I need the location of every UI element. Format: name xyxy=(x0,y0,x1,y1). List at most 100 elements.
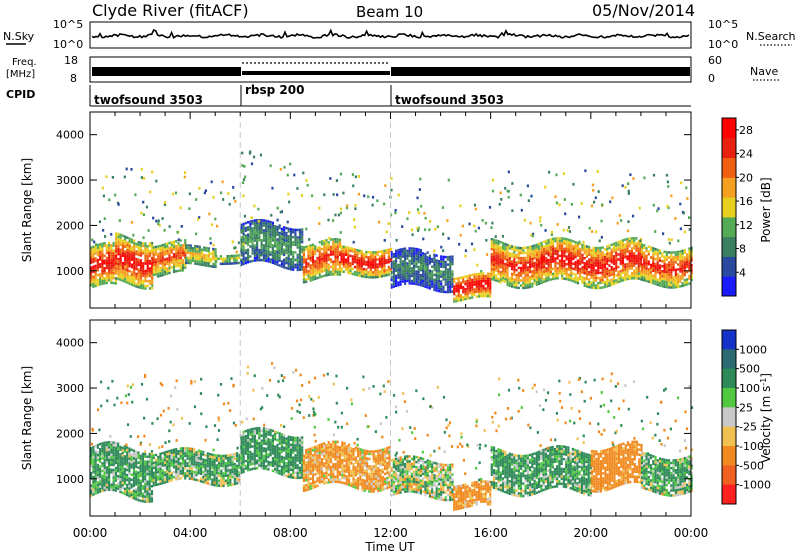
range-cell xyxy=(515,276,518,279)
range-cell xyxy=(172,466,176,469)
range-cell xyxy=(380,270,384,273)
range-cell xyxy=(305,179,308,182)
range-cell xyxy=(631,214,635,218)
range-cell xyxy=(128,457,131,460)
range-cell xyxy=(151,276,154,280)
range-cell xyxy=(314,250,317,253)
range-cell xyxy=(490,257,493,261)
range-cell xyxy=(283,228,286,232)
range-cell xyxy=(459,293,463,297)
range-cell xyxy=(117,237,120,241)
range-cell xyxy=(292,253,295,256)
range-cell xyxy=(688,274,691,278)
range-cell xyxy=(302,256,306,259)
range-cell xyxy=(392,265,395,268)
range-cell xyxy=(194,254,197,258)
range-cell xyxy=(215,484,218,487)
range-cell xyxy=(188,469,191,473)
range-cell xyxy=(166,457,169,461)
range-cell xyxy=(672,276,675,279)
range-cell xyxy=(627,220,630,224)
range-cell xyxy=(574,263,577,266)
range-cell xyxy=(581,276,584,279)
range-cell xyxy=(267,257,270,261)
range-cell xyxy=(676,268,680,271)
range-cell xyxy=(408,247,411,250)
range-cell xyxy=(130,238,134,242)
range-cell xyxy=(177,247,180,250)
range-cell xyxy=(549,265,552,269)
range-cell xyxy=(360,259,363,263)
range-cell xyxy=(135,458,138,461)
range-cell xyxy=(148,252,152,255)
range-cell xyxy=(170,251,173,254)
range-cell xyxy=(179,261,182,265)
range-cell xyxy=(115,249,118,253)
range-cell xyxy=(278,249,281,252)
range-cell xyxy=(594,196,597,200)
range-cell xyxy=(371,253,375,257)
range-cell xyxy=(663,270,666,274)
range-cell xyxy=(561,267,564,270)
range-cell xyxy=(385,230,388,234)
range-cell xyxy=(621,256,625,260)
range-cell xyxy=(262,239,265,242)
range-cell xyxy=(224,464,227,468)
range-cell xyxy=(108,254,111,257)
range-cell xyxy=(490,255,493,258)
range-cell xyxy=(357,192,361,196)
range-cell xyxy=(446,270,450,274)
range-cell xyxy=(103,479,106,482)
range-cell xyxy=(380,250,384,253)
range-cell xyxy=(141,460,145,463)
range-cell xyxy=(554,257,557,260)
range-cell xyxy=(608,254,611,257)
range-cell xyxy=(231,460,234,464)
range-cell xyxy=(163,268,167,271)
range-cell xyxy=(119,468,122,471)
range-cell xyxy=(477,277,481,281)
range-cell xyxy=(327,258,330,262)
range-cell xyxy=(495,249,498,252)
range-cell xyxy=(543,253,546,256)
range-cell xyxy=(637,257,640,260)
range-cell xyxy=(181,447,185,450)
range-cell xyxy=(159,457,162,461)
range-cell xyxy=(549,273,552,276)
range-cell xyxy=(629,173,632,177)
range-cell xyxy=(406,277,409,280)
range-cell xyxy=(121,241,125,245)
range-cell xyxy=(378,260,381,263)
range-cell xyxy=(681,262,684,265)
range-cell xyxy=(499,250,502,254)
range-cell xyxy=(336,255,339,259)
range-cell xyxy=(524,269,527,272)
range-cell xyxy=(663,280,666,283)
range-cell xyxy=(298,241,302,244)
range-cell xyxy=(645,264,648,268)
range-cell xyxy=(376,253,379,256)
range-cell xyxy=(298,266,302,269)
range-cell xyxy=(267,242,270,246)
range-cell xyxy=(332,260,335,264)
range-cell xyxy=(369,251,372,254)
range-cell xyxy=(537,282,541,286)
range-cell xyxy=(185,244,188,247)
range-cell xyxy=(224,462,227,465)
range-cell xyxy=(247,451,250,455)
range-cell xyxy=(323,264,326,268)
range-cell xyxy=(114,451,117,455)
range-cell xyxy=(110,276,113,280)
range-cell xyxy=(592,286,595,290)
range-cell xyxy=(563,240,566,243)
range-cell xyxy=(124,260,127,263)
range-cell xyxy=(459,286,463,289)
range-cell xyxy=(121,486,124,490)
range-cell xyxy=(105,261,108,265)
range-cell xyxy=(115,259,118,263)
range-cell xyxy=(365,268,368,271)
range-cell xyxy=(334,245,337,249)
range-cell xyxy=(172,240,176,244)
range-cell xyxy=(115,244,118,248)
range-cell xyxy=(184,264,187,267)
